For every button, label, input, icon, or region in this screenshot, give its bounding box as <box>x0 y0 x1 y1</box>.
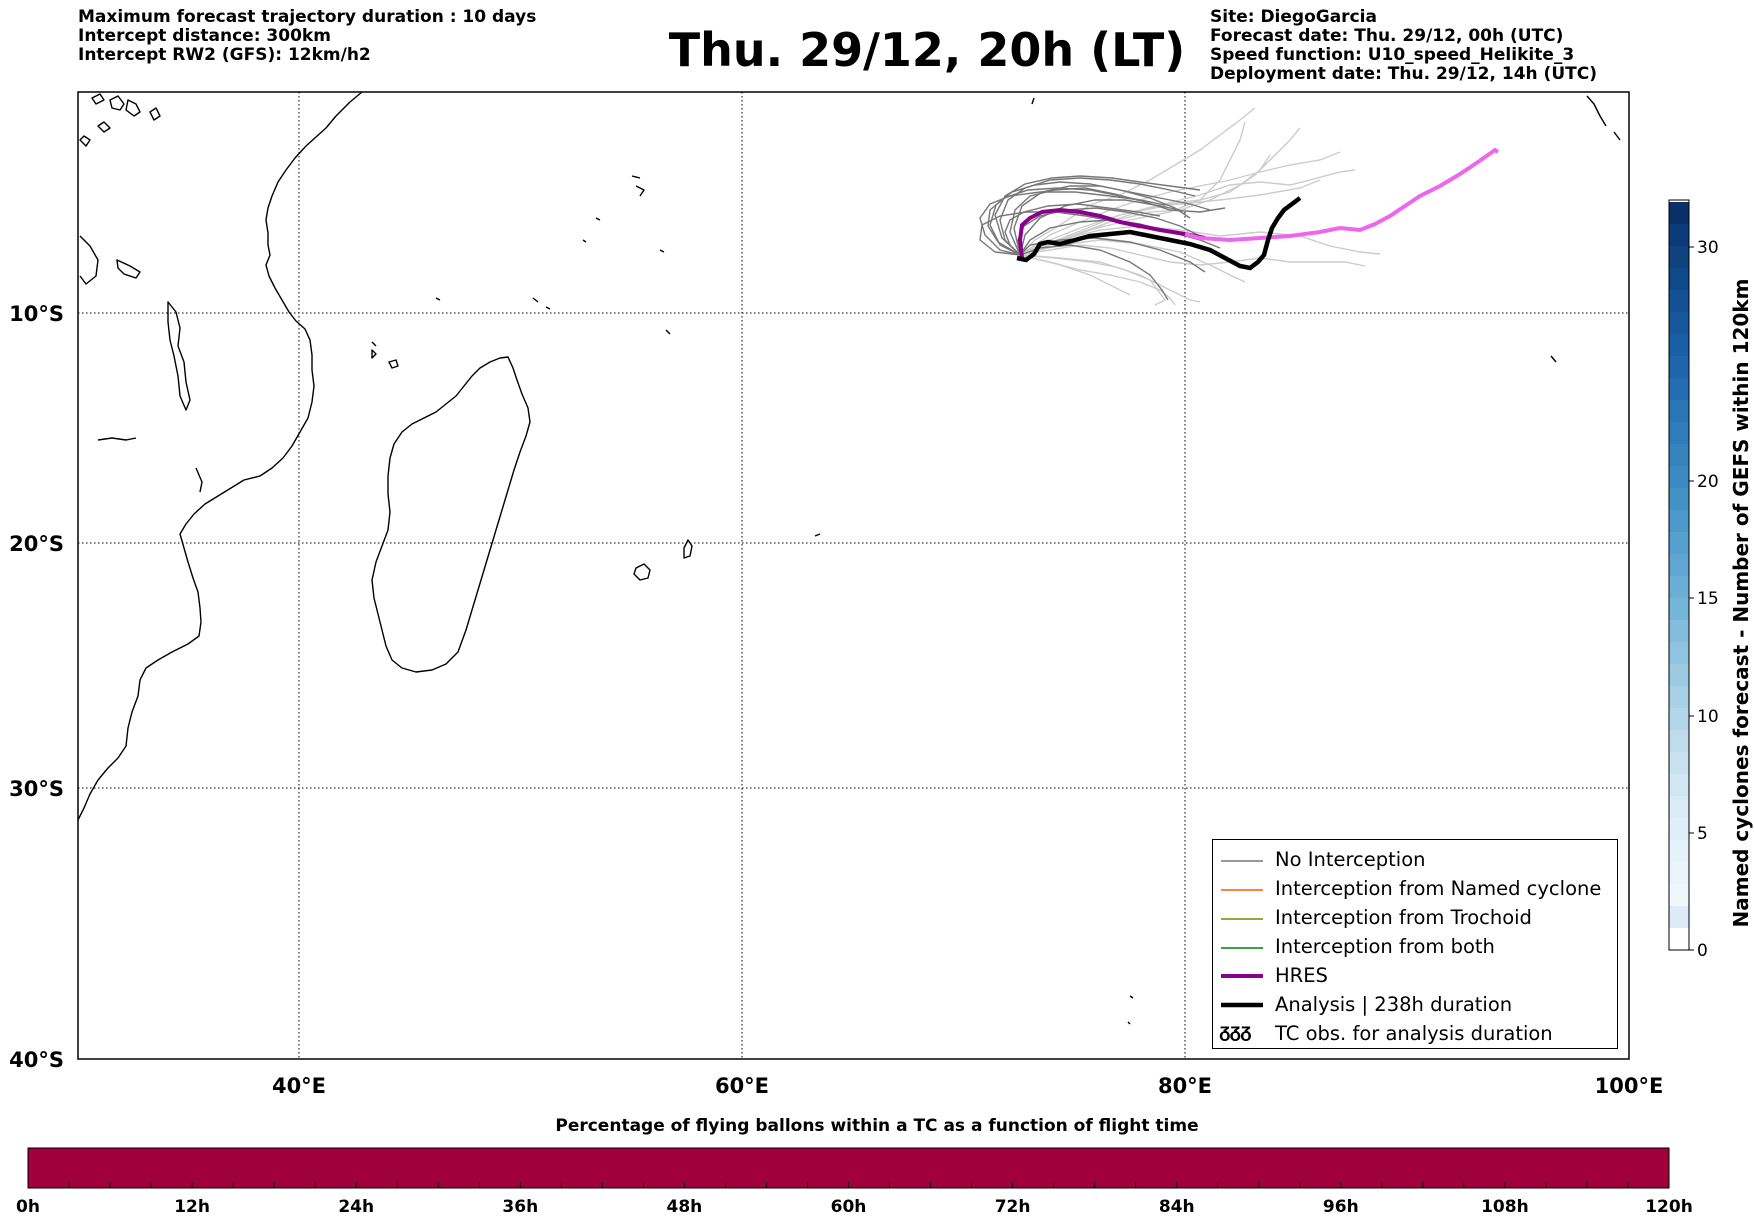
header-left-line: Intercept distance: 300km <box>78 26 331 46</box>
header-right-line: Deployment date: Thu. 29/12, 14h (UTC) <box>1210 64 1597 84</box>
legend-line-icon <box>1221 918 1263 920</box>
legend-item-named-cyclone: Interception from Named cyclone <box>1213 874 1617 903</box>
africa-coastline <box>77 91 363 821</box>
ensemble-trajectories <box>979 107 1500 306</box>
legend-label: TC obs. for analysis duration <box>1275 1022 1553 1045</box>
legend-line-icon <box>1221 974 1263 978</box>
longitude-tick-label: 60°E <box>715 1074 769 1098</box>
legend-item-trochoid: Interception from Trochoid <box>1213 903 1617 932</box>
right-colorbar-tick-label: 20 <box>1697 472 1719 492</box>
page-title: Thu. 29/12, 20h (LT) <box>668 23 1186 77</box>
lake-malawi <box>195 467 203 493</box>
right-colorbar-label: Named cyclones forecast - Number of GEFS… <box>1729 278 1753 928</box>
legend-item-analysis: Analysis | 238h duration <box>1213 990 1617 1019</box>
legend-label: Interception from Named cyclone <box>1275 877 1602 900</box>
bottom-colorbar-tick-label: 108h <box>1481 1197 1529 1217</box>
lake-outline <box>116 259 141 279</box>
bottom-colorbar-tick-label: 12h <box>174 1197 210 1217</box>
right-colorbar-tick-label: 30 <box>1697 238 1719 258</box>
latitude-tick-label: 40°S <box>9 1048 64 1072</box>
header-left-line: Intercept RW2 (GFS): 12km/h2 <box>78 45 371 65</box>
latitude-tick-label: 30°S <box>9 777 64 801</box>
reunion <box>633 563 651 581</box>
longitude-ticks: 40°E 60°E 80°E 100°E <box>272 1074 1663 1098</box>
legend-line-icon <box>1221 860 1263 862</box>
legend-label: Interception from Trochoid <box>1275 906 1532 929</box>
legend-line-icon <box>1221 947 1263 949</box>
header-right-line: Forecast date: Thu. 29/12, 00h (UTC) <box>1210 26 1564 46</box>
lake-tanganyika <box>167 301 191 411</box>
bottom-colorbar-tick-label: 120h <box>1645 1197 1693 1217</box>
header-left-line: Maximum forecast trajectory duration : 1… <box>78 7 537 27</box>
right-colorbar-tick-label: 15 <box>1697 589 1719 609</box>
bottom-colorbar-tick-label: 24h <box>338 1197 374 1217</box>
cyclone-symbol-icon: ᵹᵹᵹ <box>1219 1020 1252 1042</box>
legend-item-both: Interception from both <box>1213 932 1617 961</box>
right-colorbar-tick-label: 10 <box>1697 707 1719 727</box>
madagascar <box>371 356 531 673</box>
bottom-colorbar: 0h 12h 24h 36h 48h 60h 72h 84h 96h 108h 120h <box>16 1147 1693 1217</box>
legend-line-icon <box>1221 1002 1263 1008</box>
header-left: Maximum forecast trajectory duration : 1… <box>78 8 536 65</box>
bottom-colorbar-tick-label: 60h <box>831 1197 867 1217</box>
legend-item-tc-obs: ᵹᵹᵹ TC obs. for analysis duration <box>1213 1019 1617 1048</box>
latitude-tick-label: 10°S <box>9 302 64 326</box>
legend-label: Analysis | 238h duration <box>1275 993 1513 1016</box>
mauritius <box>683 539 693 559</box>
bottom-colorbar-tick-label: 84h <box>1159 1197 1195 1217</box>
bottom-colorbar-tick-label: 96h <box>1323 1197 1359 1217</box>
lake-victoria <box>79 235 99 285</box>
bottom-colorbar-tick-label: 48h <box>667 1197 703 1217</box>
bottom-colorbar-tick-label: 72h <box>995 1197 1031 1217</box>
hres-trajectory-late <box>1184 147 1500 243</box>
right-colorbar-tick-label: 0 <box>1697 941 1708 961</box>
bottom-colorbar-tick-label: 0h <box>16 1197 40 1217</box>
bottom-colorbar-title: Percentage of flying ballons within a TC… <box>555 1116 1199 1136</box>
hres-trajectory <box>1017 207 1206 259</box>
longitude-tick-label: 100°E <box>1595 1074 1664 1098</box>
bottom-colorbar-tick-label: 36h <box>502 1197 538 1217</box>
legend-label: No Interception <box>1275 848 1426 871</box>
header-right-line: Speed function: U10_speed_Helikite_3 <box>1210 45 1575 65</box>
map-frame <box>77 91 1630 1060</box>
longitude-tick-label: 80°E <box>1158 1074 1212 1098</box>
latitude-ticks: 10°S 20°S 30°S 40°S <box>9 302 64 1072</box>
header-right: Site: DiegoGarcia Forecast date: Thu. 29… <box>1210 8 1597 84</box>
rodrigues <box>814 533 821 537</box>
legend-item-hres: HRES <box>1213 961 1617 990</box>
right-colorbar: 0 5 10 15 20 30 <box>1668 199 1719 961</box>
legend: No Interception Interception from Named … <box>1212 839 1618 1049</box>
header-right-line: Site: DiegoGarcia <box>1210 7 1377 27</box>
legend-label: HRES <box>1275 964 1328 987</box>
coastlines <box>77 91 1621 1025</box>
longitude-tick-label: 40°E <box>272 1074 326 1098</box>
gridlines <box>78 92 1629 1059</box>
legend-item-no-interception: No Interception <box>1213 845 1617 874</box>
latitude-tick-label: 20°S <box>9 532 64 556</box>
analysis-trajectory <box>1016 196 1302 271</box>
right-colorbar-tick-label: 5 <box>1697 824 1708 844</box>
legend-line-icon <box>1221 889 1263 891</box>
legend-label: Interception from both <box>1275 935 1495 958</box>
